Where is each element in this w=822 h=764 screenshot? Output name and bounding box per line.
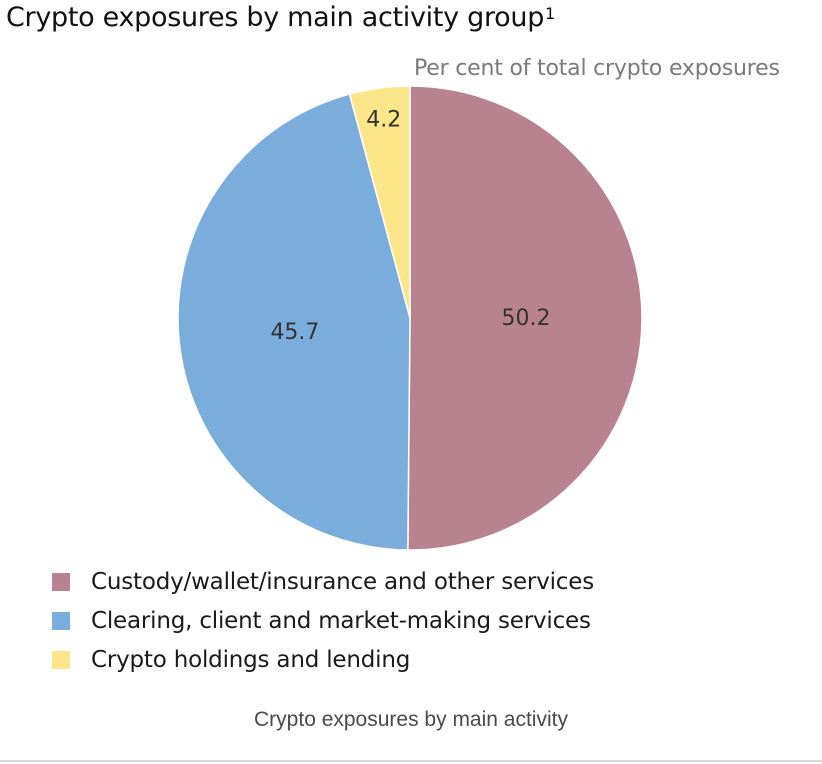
data-label-clearing: 45.7 xyxy=(270,320,319,345)
figure-caption: Crypto exposures by main activity xyxy=(254,708,568,731)
legend-label-clearing: Clearing, client and market-making servi… xyxy=(91,607,591,634)
legend-swatch-holdings xyxy=(52,650,70,669)
chart-title-text: Crypto exposures by main activity group xyxy=(6,2,545,33)
chart-title: Crypto exposures by main activity group1 xyxy=(6,2,555,33)
legend-swatch-clearing xyxy=(52,611,70,630)
data-label-custody: 50.2 xyxy=(502,306,551,331)
legend-item-clearing: Clearing, client and market-making servi… xyxy=(52,601,594,640)
legend-label-holdings: Crypto holdings and lending xyxy=(91,646,411,673)
divider xyxy=(0,760,822,762)
title-footnote-marker: 1 xyxy=(545,4,555,23)
legend-item-custody: Custody/wallet/insurance and other servi… xyxy=(52,562,594,601)
pie-slice-custody xyxy=(407,85,643,551)
pie-slice-clearing xyxy=(177,93,411,551)
legend-item-holdings: Crypto holdings and lending xyxy=(52,640,594,679)
pie-chart: 50.2 45.7 4.2 xyxy=(177,85,643,551)
chart-legend: Custody/wallet/insurance and other servi… xyxy=(52,562,594,679)
legend-label-custody: Custody/wallet/insurance and other servi… xyxy=(91,568,594,595)
pie-slice-holdings xyxy=(348,85,411,319)
chart-subtitle: Per cent of total crypto exposures xyxy=(414,56,780,81)
data-label-holdings: 4.2 xyxy=(366,108,401,133)
legend-swatch-custody xyxy=(52,572,70,591)
